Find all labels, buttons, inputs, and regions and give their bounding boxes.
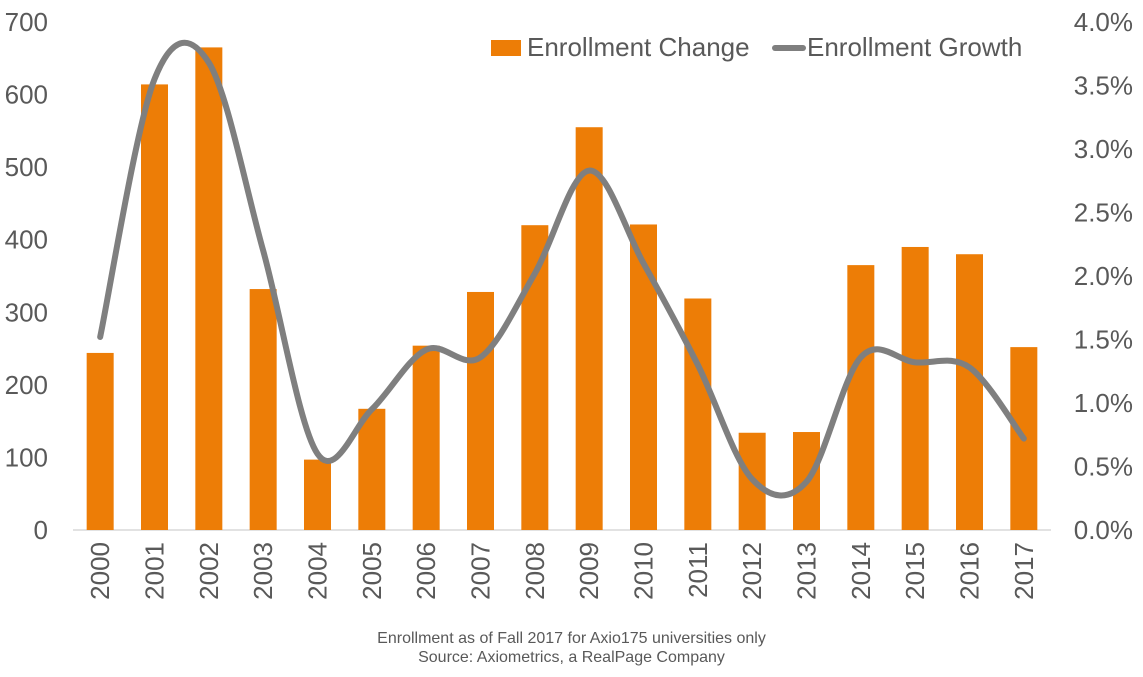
x-tick-label: 2009	[574, 542, 604, 600]
x-tick-label: 2014	[846, 542, 876, 600]
x-axis-ticks: 2000 2001 2002 2003 2004 2005 2006 2007 2008 2009…	[85, 542, 1039, 600]
x-tick-label: 2002	[194, 542, 224, 600]
right-tick-label: 0.5%	[1074, 452, 1133, 482]
left-tick-label: 500	[5, 152, 48, 182]
footnote: Enrollment as of Fall 2017 for Axio175 u…	[377, 630, 766, 647]
left-tick-label: 0	[34, 515, 48, 545]
right-tick-label: 4.0%	[1074, 7, 1133, 37]
x-tick-label: 2003	[248, 542, 278, 600]
bar-2004	[304, 459, 331, 530]
bar-2001	[141, 84, 168, 530]
bar-2006	[412, 345, 440, 530]
x-tick-label: 2008	[520, 542, 550, 600]
right-tick-label: 1.0%	[1074, 388, 1133, 418]
right-tick-label: 1.5%	[1074, 325, 1133, 355]
bar-2003	[249, 289, 277, 530]
x-tick-label: 2015	[900, 542, 930, 600]
right-tick-label: 0.0%	[1074, 515, 1133, 545]
bar-2007	[467, 291, 494, 530]
left-tick-label: 100	[5, 442, 48, 472]
bar-2010	[630, 224, 657, 530]
legend-label-enrollment-change: Enrollment Change	[527, 32, 750, 62]
bar-series	[86, 47, 1038, 531]
x-tick-label: 2012	[737, 542, 767, 600]
left-tick-label: 300	[5, 297, 48, 327]
right-tick-label: 2.0%	[1074, 261, 1133, 291]
left-tick-label: 400	[5, 225, 48, 255]
legend-label-enrollment-growth: Enrollment Growth	[807, 32, 1022, 62]
x-tick-label: 2011	[683, 542, 713, 598]
x-tick-label: 2004	[303, 542, 333, 600]
x-tick-label: 2007	[466, 542, 496, 600]
bar-2014	[847, 265, 875, 530]
right-axis-ticks: 0.0% 0.5% 1.0% 1.5% 2.0% 2.5% 3.0% 3.5% 4.0%	[1074, 7, 1133, 545]
x-tick-label: 2016	[955, 542, 985, 600]
right-tick-label: 3.0%	[1074, 134, 1133, 164]
legend-swatch-enrollment-change	[491, 40, 521, 56]
bar-2005	[358, 408, 386, 530]
x-tick-label: 2006	[411, 542, 441, 600]
left-tick-label: 600	[5, 80, 48, 110]
x-tick-label: 2001	[140, 542, 170, 600]
legend: Enrollment Change Enrollment Growth	[491, 32, 1022, 62]
x-tick-label: 2005	[357, 542, 387, 600]
left-tick-label: 200	[5, 370, 48, 400]
x-tick-label: 2000	[85, 542, 115, 600]
right-tick-label: 3.5%	[1074, 71, 1133, 101]
x-tick-label: 2013	[792, 542, 822, 600]
left-tick-label: 700	[5, 7, 48, 37]
source-note: Source: Axiometrics, a RealPage Company	[418, 649, 725, 666]
bar-2009	[575, 127, 603, 530]
x-tick-label: 2010	[629, 542, 659, 600]
x-tick-label: 2017	[1009, 542, 1039, 600]
bar-2000	[86, 352, 114, 530]
left-axis-ticks: 0 100 200 300 400 500 600 700	[5, 7, 48, 545]
bar-2002	[195, 47, 223, 531]
bar-2015	[901, 246, 929, 530]
right-tick-label: 2.5%	[1074, 198, 1133, 228]
bar-2011	[684, 298, 712, 530]
enrollment-growth-line	[97, 39, 1027, 499]
bar-2016	[956, 254, 983, 530]
